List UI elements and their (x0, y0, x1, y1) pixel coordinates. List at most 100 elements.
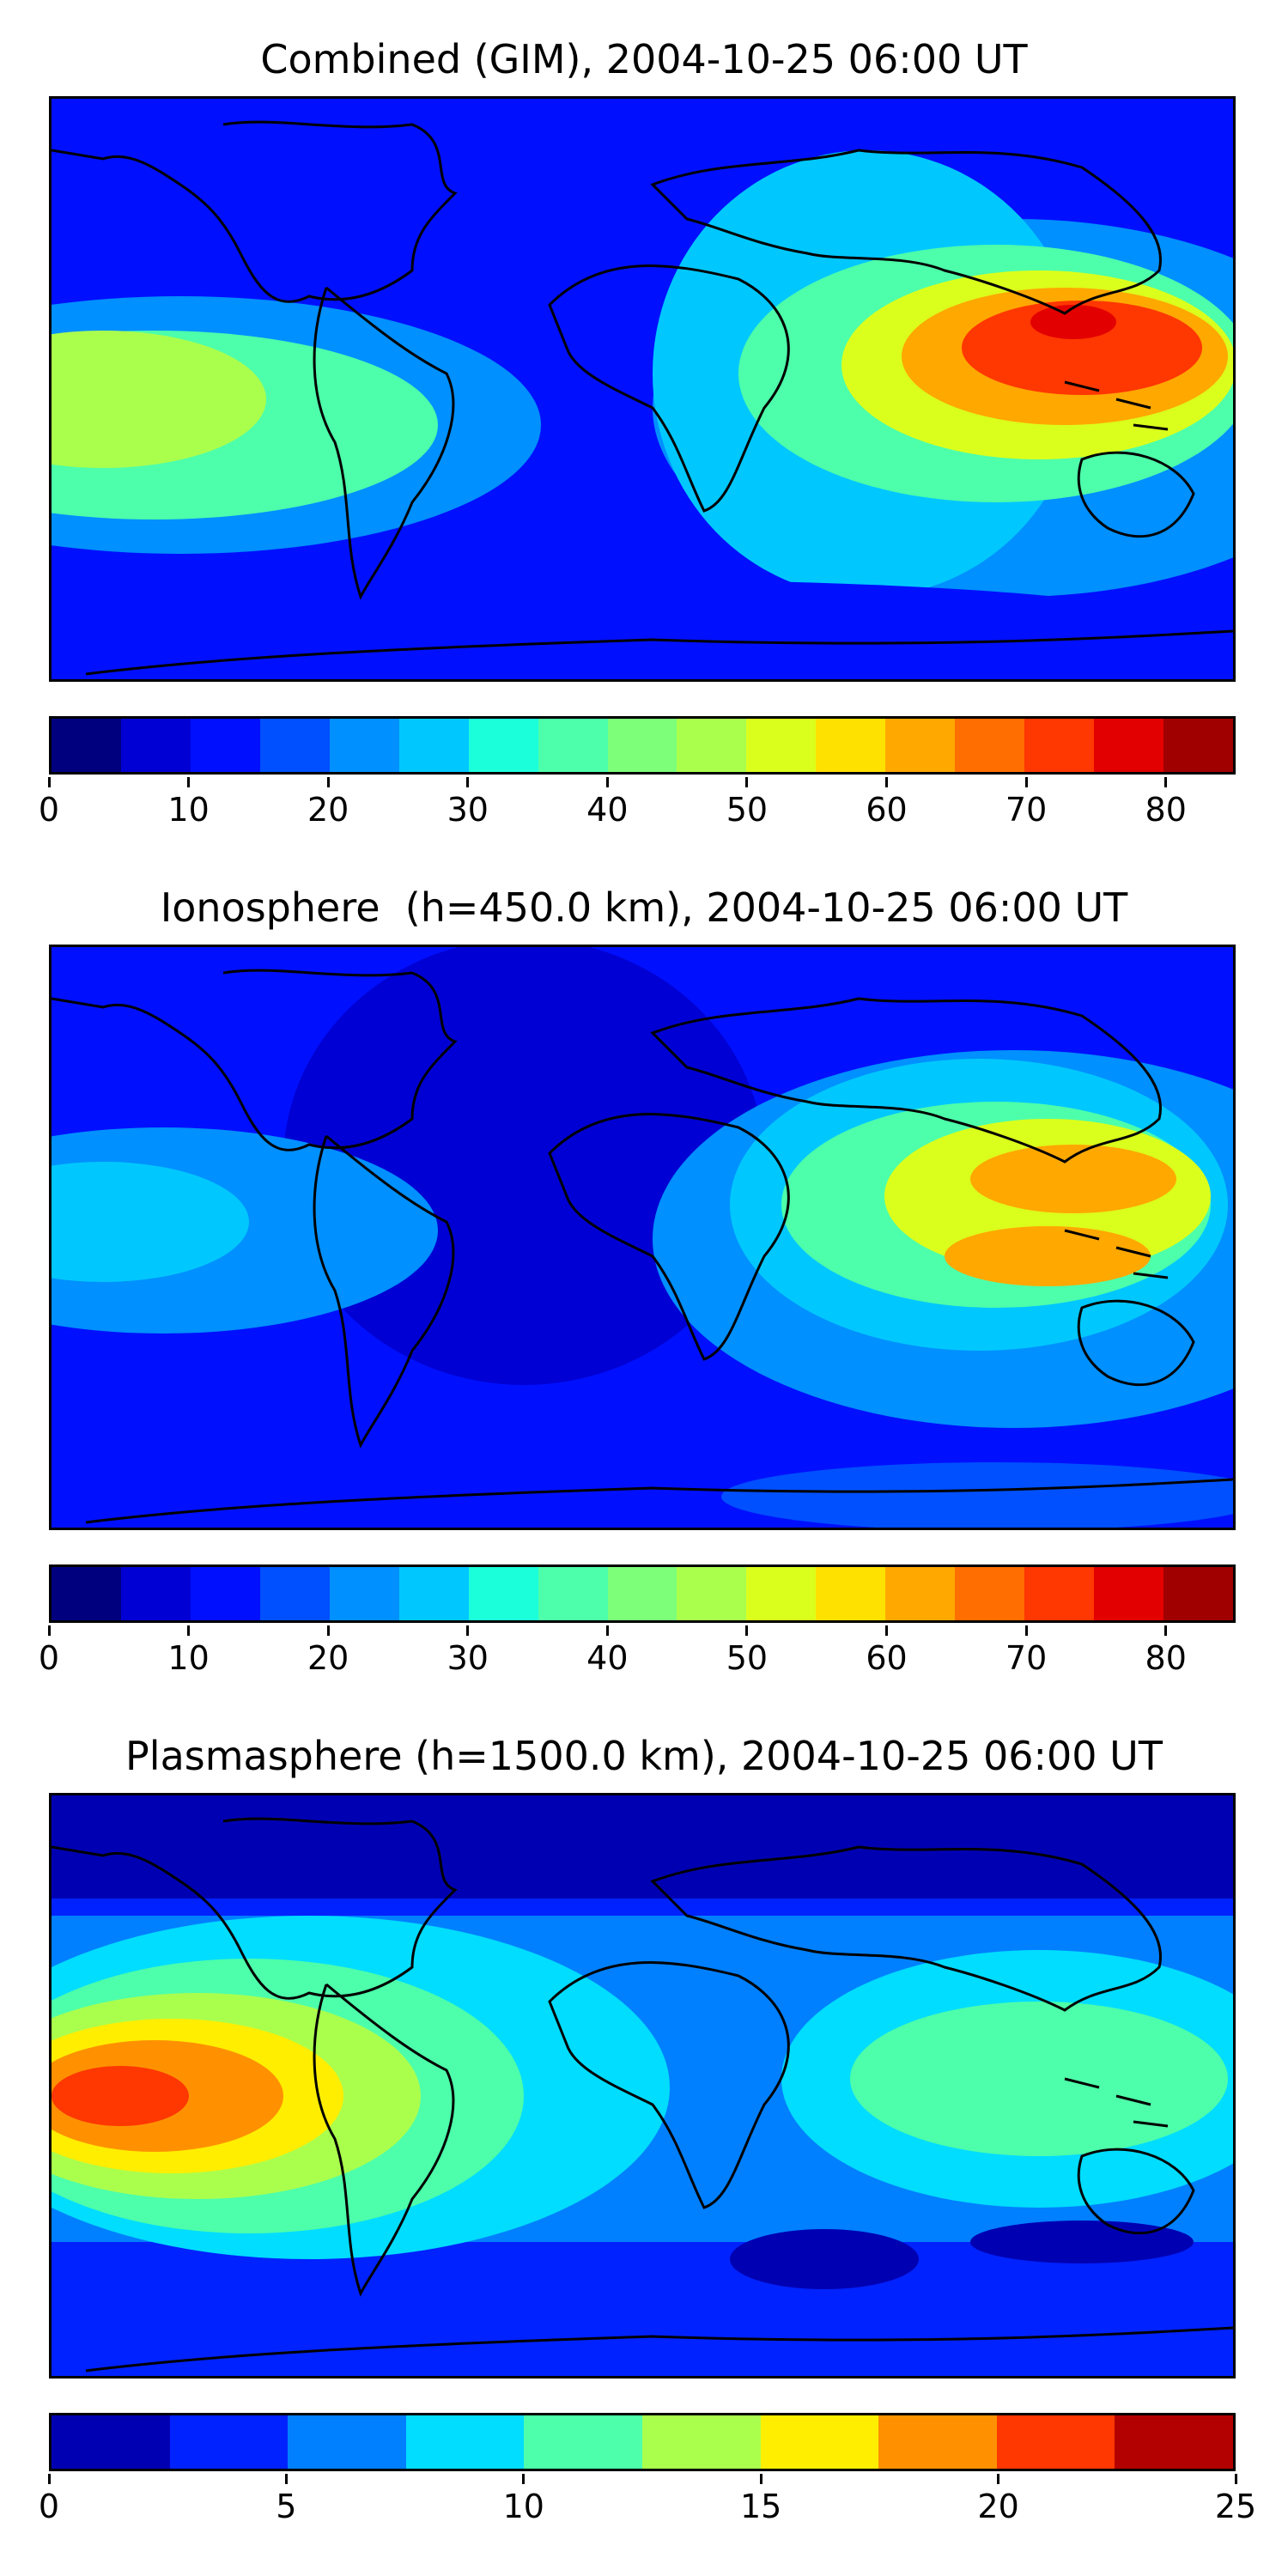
colorbar-segment (955, 719, 1025, 772)
colorbar-tick (466, 1625, 470, 1636)
colorbar-segment (468, 719, 538, 772)
coastlines (52, 120, 1233, 676)
tec-contour-low (730, 2229, 919, 2289)
map-combined (49, 96, 1236, 682)
colorbar-segment (190, 1567, 260, 1620)
colorbar-segment (816, 1567, 886, 1620)
tec-contour-peak (962, 301, 1202, 395)
colorbar-combined (49, 716, 1236, 775)
colorbar-tick (187, 777, 191, 787)
colorbar-tick (759, 2474, 762, 2484)
colorbar-segment (120, 1567, 191, 1620)
panel-title-ionosphere: Ionosphere (h=450.0 km), 2004-10-25 06:0… (160, 884, 1128, 931)
colorbar-tick (47, 2474, 51, 2484)
colorbar-tick (1164, 777, 1168, 787)
tec-contour-mid (850, 2002, 1228, 2156)
colorbar-segment (878, 2415, 997, 2469)
colorbar-tick-label: 50 (726, 1639, 769, 1677)
colorbar-tick-label: 40 (586, 1639, 629, 1677)
tec-contour-low (970, 2221, 1194, 2263)
tec-contour-high (945, 1226, 1151, 1286)
colorbar-segment (677, 719, 747, 772)
map-ionosphere (49, 945, 1236, 1530)
colorbar-tick-label: 50 (726, 791, 769, 829)
colorbar-tick-label: 5 (276, 2488, 297, 2525)
colorbar-segment (190, 719, 260, 772)
colorbar-segment (169, 2415, 289, 2469)
tec-contour-peak (52, 2066, 189, 2126)
colorbar-segment (405, 2415, 525, 2469)
colorbar-segment (641, 2415, 761, 2469)
colorbar-tick (522, 2474, 526, 2484)
colorbar-tick (47, 1625, 51, 1636)
colorbar-tick (1024, 1625, 1028, 1636)
colorbar-segment (1163, 719, 1233, 772)
colorbar-tick-label: 60 (866, 1639, 908, 1677)
colorbar-segment (1115, 2415, 1233, 2469)
colorbar-segment (760, 2415, 879, 2469)
colorbar-segment (398, 719, 469, 772)
colorbar-tick-label: 30 (447, 791, 489, 829)
colorbar-segment (329, 1567, 399, 1620)
colorbar-segment (52, 719, 121, 772)
colorbar-segment (885, 719, 956, 772)
colorbar-segment (746, 719, 817, 772)
panel-title-plasmasphere: Plasmasphere (h=1500.0 km), 2004-10-25 0… (125, 1733, 1163, 1779)
colorbar-tick (47, 777, 51, 787)
colorbar-segment (746, 1567, 817, 1620)
colorbar-tick (326, 777, 330, 787)
coastlines (52, 969, 1233, 1524)
colorbar-tick (466, 777, 470, 787)
colorbar-tick-label: 40 (586, 791, 629, 829)
colorbar-segment (607, 1567, 677, 1620)
panel-title-combined: Combined (GIM), 2004-10-25 06:00 UT (260, 36, 1028, 82)
colorbar-segment (996, 2415, 1115, 2469)
colorbar-segment (52, 1567, 121, 1620)
colorbar-tick (1024, 777, 1028, 787)
colorbar-tick (187, 1625, 191, 1636)
colorbar-tick-label: 20 (307, 1639, 349, 1677)
colorbar-tick (745, 1625, 749, 1636)
colorbar-tick-label: 15 (740, 2488, 782, 2525)
colorbar-tick-label: 70 (1005, 1639, 1048, 1677)
colorbar-tick-label: 25 (1214, 2488, 1257, 2525)
colorbar-segment (52, 2415, 170, 2469)
colorbar-segment (1094, 1567, 1163, 1620)
colorbar-tick (284, 2474, 288, 2484)
colorbar-tick-label: 60 (866, 791, 908, 829)
colorbar-tick (745, 777, 749, 787)
colorbar-segment (538, 1567, 608, 1620)
colorbar-tick-label: 0 (38, 1639, 60, 1677)
colorbar-segment (468, 1567, 538, 1620)
colorbar-tick-label: 10 (502, 2488, 544, 2525)
colorbar-ticks-plasmasphere: 0 5 10 15 20 25 (39, 2474, 1256, 2525)
colorbar-segment (1094, 719, 1163, 772)
colorbar-tick (605, 1625, 609, 1636)
colorbar-segment (885, 1567, 956, 1620)
colorbar-tick-label: 0 (38, 791, 60, 829)
map-plasmasphere (49, 1793, 1236, 2379)
colorbar-tick-label: 0 (38, 2488, 60, 2525)
colorbar-segment (1024, 1567, 1095, 1620)
coastlines (52, 1817, 1233, 2372)
colorbar-segment (816, 719, 886, 772)
colorbar-tick (1234, 2474, 1237, 2484)
colorbar-tick (885, 1625, 889, 1636)
colorbar-segment (259, 719, 330, 772)
tec-contour-high (970, 1145, 1176, 1213)
colorbar-segment (329, 719, 399, 772)
colorbar-tick-label: 30 (447, 1639, 489, 1677)
colorbar-tick-label: 80 (1145, 1639, 1187, 1677)
colorbar-segment (677, 1567, 747, 1620)
colorbar-segment (524, 2415, 642, 2469)
colorbar-ticks-ionosphere: 0 10 20 30 40 50 60 70 80 (39, 1625, 1236, 1677)
tec-contour-low (52, 580, 1211, 679)
colorbar-tick-label: 20 (977, 2488, 1019, 2525)
colorbar-tick (885, 777, 889, 787)
colorbar-tick-label: 70 (1005, 791, 1048, 829)
colorbar-tick-label: 10 (167, 791, 210, 829)
colorbar-ticks-combined: 0 10 20 30 40 50 60 70 80 (39, 777, 1236, 829)
colorbar-segment (955, 1567, 1025, 1620)
colorbar-tick-label: 20 (307, 791, 349, 829)
tec-contour-mid (52, 331, 266, 468)
